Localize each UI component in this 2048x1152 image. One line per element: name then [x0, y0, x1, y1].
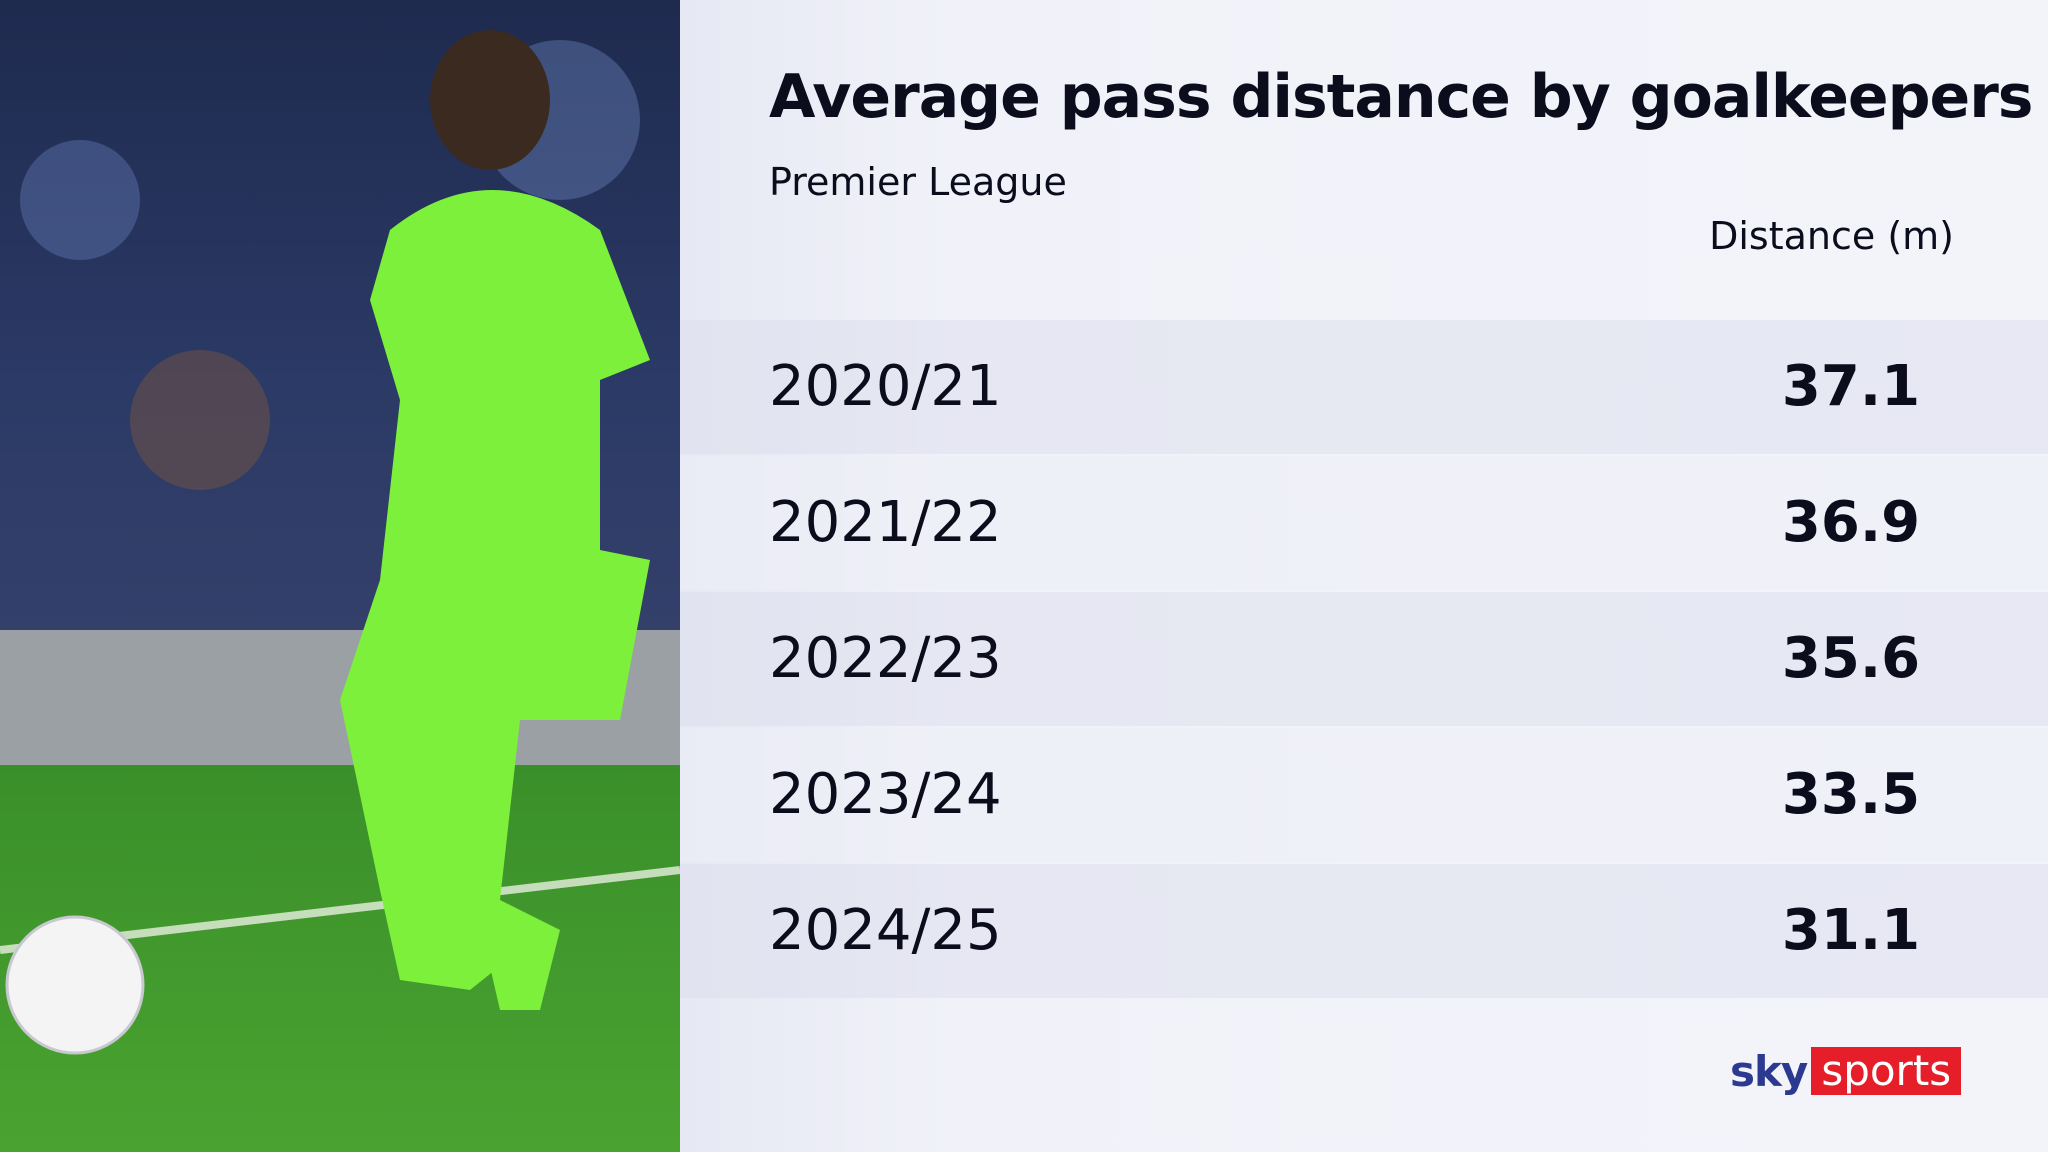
table-row: 2021/22 36.9 — [680, 456, 2048, 590]
photo — [0, 0, 680, 1152]
distance-value: 36.9 — [1781, 490, 1921, 555]
title: Average pass distance by goalkeepers — [769, 62, 2034, 132]
table-panel: Average pass distance by goalkeepers Pre… — [680, 0, 2048, 1152]
distance-value: 33.5 — [1781, 762, 1921, 827]
column-header: Distance (m) — [1709, 214, 1954, 258]
table-row: 2022/23 35.6 — [680, 592, 2048, 726]
logo-product: sports — [1811, 1047, 1962, 1095]
table-row: 2023/24 33.5 — [680, 728, 2048, 862]
season-label: 2022/23 — [769, 626, 1002, 691]
distance-value: 37.1 — [1781, 354, 1921, 419]
distance-value: 35.6 — [1781, 626, 1921, 691]
distance-value: 31.1 — [1781, 898, 1921, 963]
table-row: 2020/21 37.1 — [680, 320, 2048, 454]
season-label: 2020/21 — [769, 354, 1002, 419]
logo: sky sports — [1730, 1046, 1962, 1096]
season-label: 2023/24 — [769, 762, 1002, 827]
logo-brand: sky — [1730, 1046, 1808, 1096]
season-label: 2024/25 — [769, 898, 1002, 963]
subtitle: Premier League — [769, 160, 1067, 204]
table-row: 2024/25 31.1 — [680, 864, 2048, 998]
season-label: 2021/22 — [769, 490, 1002, 555]
